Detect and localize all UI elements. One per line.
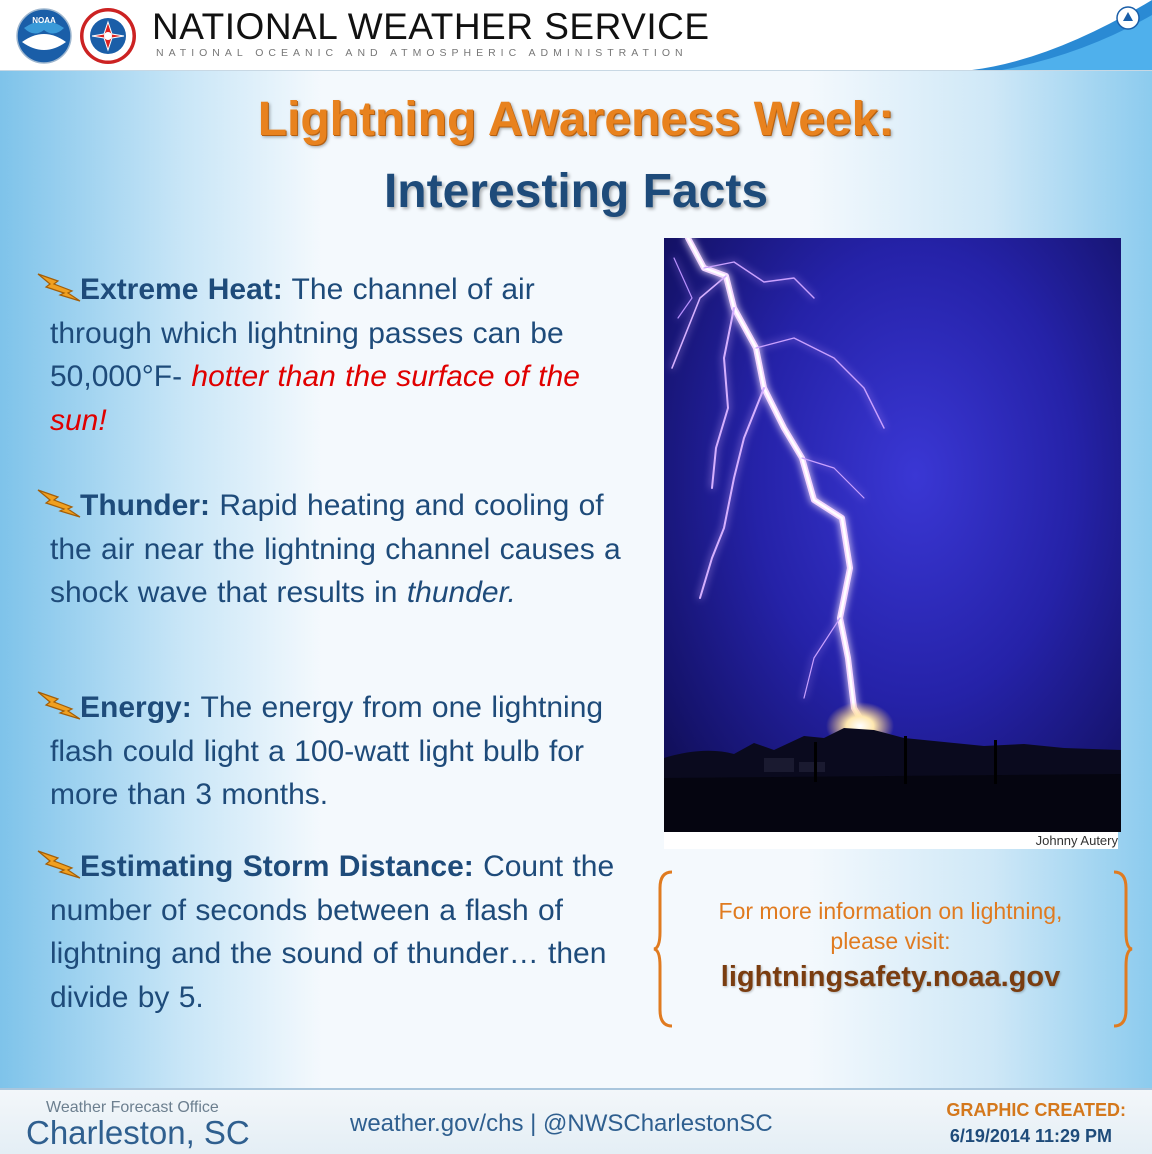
fact-body: Count the number of seconds between a fl…	[50, 850, 615, 1014]
fact-heading: Energy:	[80, 691, 192, 724]
lightning-photo	[664, 238, 1121, 832]
lightning-bolt-icon	[37, 691, 81, 720]
created-date: 6/19/2014 11:29 PM	[949, 1126, 1112, 1146]
fact-heading: Thunder:	[80, 489, 210, 522]
lightning-bolt-icon	[37, 273, 81, 302]
info-line-2: please visit:	[830, 928, 951, 954]
fact-body: The energy from one lightning flash coul…	[50, 691, 604, 811]
header-swoosh-decoration	[972, 0, 1152, 70]
agency-title: NATIONAL WEATHER SERVICE	[152, 6, 710, 47]
noaa-seal-icon	[1116, 6, 1140, 30]
fact-heading: Extreme Heat:	[80, 273, 283, 306]
nws-logo-icon	[80, 8, 136, 64]
curly-brace-icon	[1113, 870, 1133, 1028]
curly-brace-icon	[653, 870, 673, 1028]
office-city: Charleston, SC	[26, 1114, 250, 1151]
lightning-bolt-icon	[37, 489, 81, 518]
fact-thunder: Thunder: Rapid heating and cooling of th…	[37, 484, 625, 615]
page-title: Lightning Awareness Week:	[257, 93, 895, 146]
noaa-logo-icon: NOAA	[16, 8, 72, 64]
lightning-bolt-icon	[37, 850, 81, 879]
svg-text:NOAA: NOAA	[32, 16, 56, 25]
fact-storm-distance: Estimating Storm Distance: Count the num…	[37, 845, 625, 1019]
fact-heading: Estimating Storm Distance:	[80, 850, 474, 883]
header-banner: NOAA NATIONAL WEATHER SERVICE NATIONAL O…	[0, 0, 1152, 71]
photo-credit: Johnny Autery	[664, 832, 1118, 849]
footer-links[interactable]: weather.gov/chs | @NWSCharlestonSC	[350, 1110, 773, 1137]
lightning-strike-image	[664, 238, 1121, 832]
agency-subtitle: NATIONAL OCEANIC AND ATMOSPHERIC ADMINIS…	[156, 47, 688, 59]
fact-highlight: hotter than the surface of the sun!	[50, 360, 580, 437]
page-subtitle: Interesting Facts	[383, 165, 769, 218]
fact-body: The channel of air through which lightni…	[50, 273, 564, 393]
fact-extreme-heat: Extreme Heat: The channel of air through…	[37, 268, 625, 442]
footer: Weather Forecast Office Charleston, SC w…	[0, 1088, 1152, 1154]
info-box: For more information on lightning, pleas…	[668, 896, 1113, 994]
created-label: GRAPHIC CREATED:	[946, 1100, 1126, 1120]
fact-body: Rapid heating and cooling of the air nea…	[50, 489, 621, 609]
office-label: Weather Forecast Office	[46, 1099, 219, 1116]
info-line-1: For more information on lightning,	[718, 898, 1063, 924]
info-link[interactable]: lightningsafety.noaa.gov	[720, 961, 1061, 993]
fact-energy: Energy: The energy from one lightning fl…	[37, 686, 625, 817]
fact-emphasis: thunder.	[406, 576, 516, 609]
